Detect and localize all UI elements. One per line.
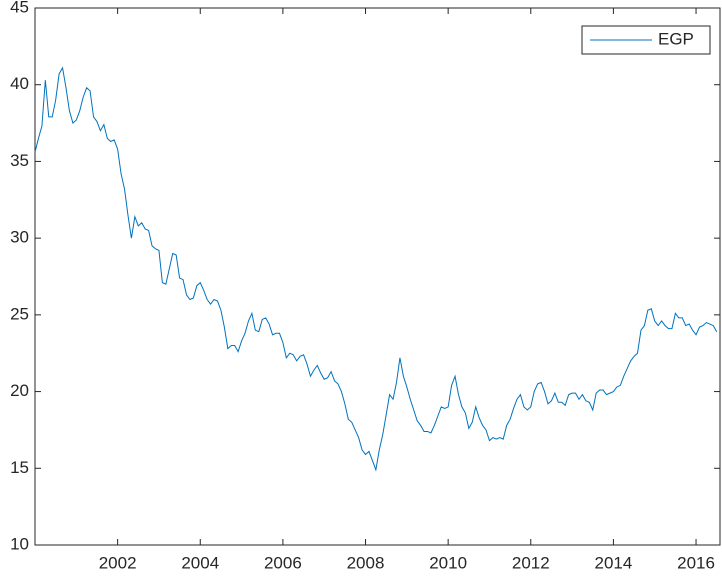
x-tick-label: 2004 [181,553,219,572]
legend-label: EGP [658,29,694,48]
x-tick-label: 2012 [512,553,550,572]
x-tick-label: 2010 [429,553,467,572]
axes-box [34,7,721,546]
x-tick-label: 2002 [99,553,137,572]
y-tick-label: 20 [10,381,29,400]
x-tick-label: 2016 [677,553,715,572]
y-tick-label: 45 [10,0,29,16]
y-tick-label: 25 [10,304,29,323]
x-tick-label: 2008 [347,553,385,572]
x-tick-label: 2014 [594,553,632,572]
y-tick-label: 35 [10,151,29,170]
x-tick-label: 2006 [264,553,302,572]
y-tick-label: 40 [10,74,29,93]
line-series [34,66,718,472]
y-tick-label: 30 [10,228,29,247]
y-tick-label: 10 [10,534,29,553]
y-tick-label: 15 [10,458,29,477]
